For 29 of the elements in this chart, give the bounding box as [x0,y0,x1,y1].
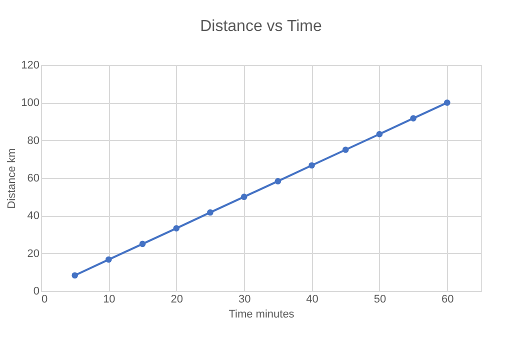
point [173,225,180,232]
point [342,146,349,153]
point [376,130,383,138]
x-tick-label: 0 [42,294,48,306]
y-tick-label: 0 [33,286,40,298]
y-tick-label: 100 [21,97,40,110]
point [106,256,112,263]
x-tick-label: 20 [170,294,184,306]
x-tick-label: 10 [103,294,116,306]
x-tick-label: 30 [238,294,251,306]
point [72,272,78,279]
y-tick-label: 80 [27,134,40,147]
chart-title: Distance vs Time [200,18,322,35]
y-tick-label: 40 [27,210,40,222]
point [207,209,214,216]
x-tick-label: 50 [374,294,386,306]
y-tick-label: 120 [21,60,40,72]
y-tick-label: 60 [27,172,40,184]
point [308,162,315,169]
x-axis-title: Time minutes [228,308,295,320]
point [410,115,416,122]
point [274,178,282,184]
point [444,100,450,106]
y-axis-title: Distance km [6,148,18,209]
x-tick-label: 60 [442,294,454,306]
point [240,194,248,200]
point [139,240,146,248]
y-tick-label: 20 [27,248,40,260]
x-tick-label: 40 [306,294,318,306]
